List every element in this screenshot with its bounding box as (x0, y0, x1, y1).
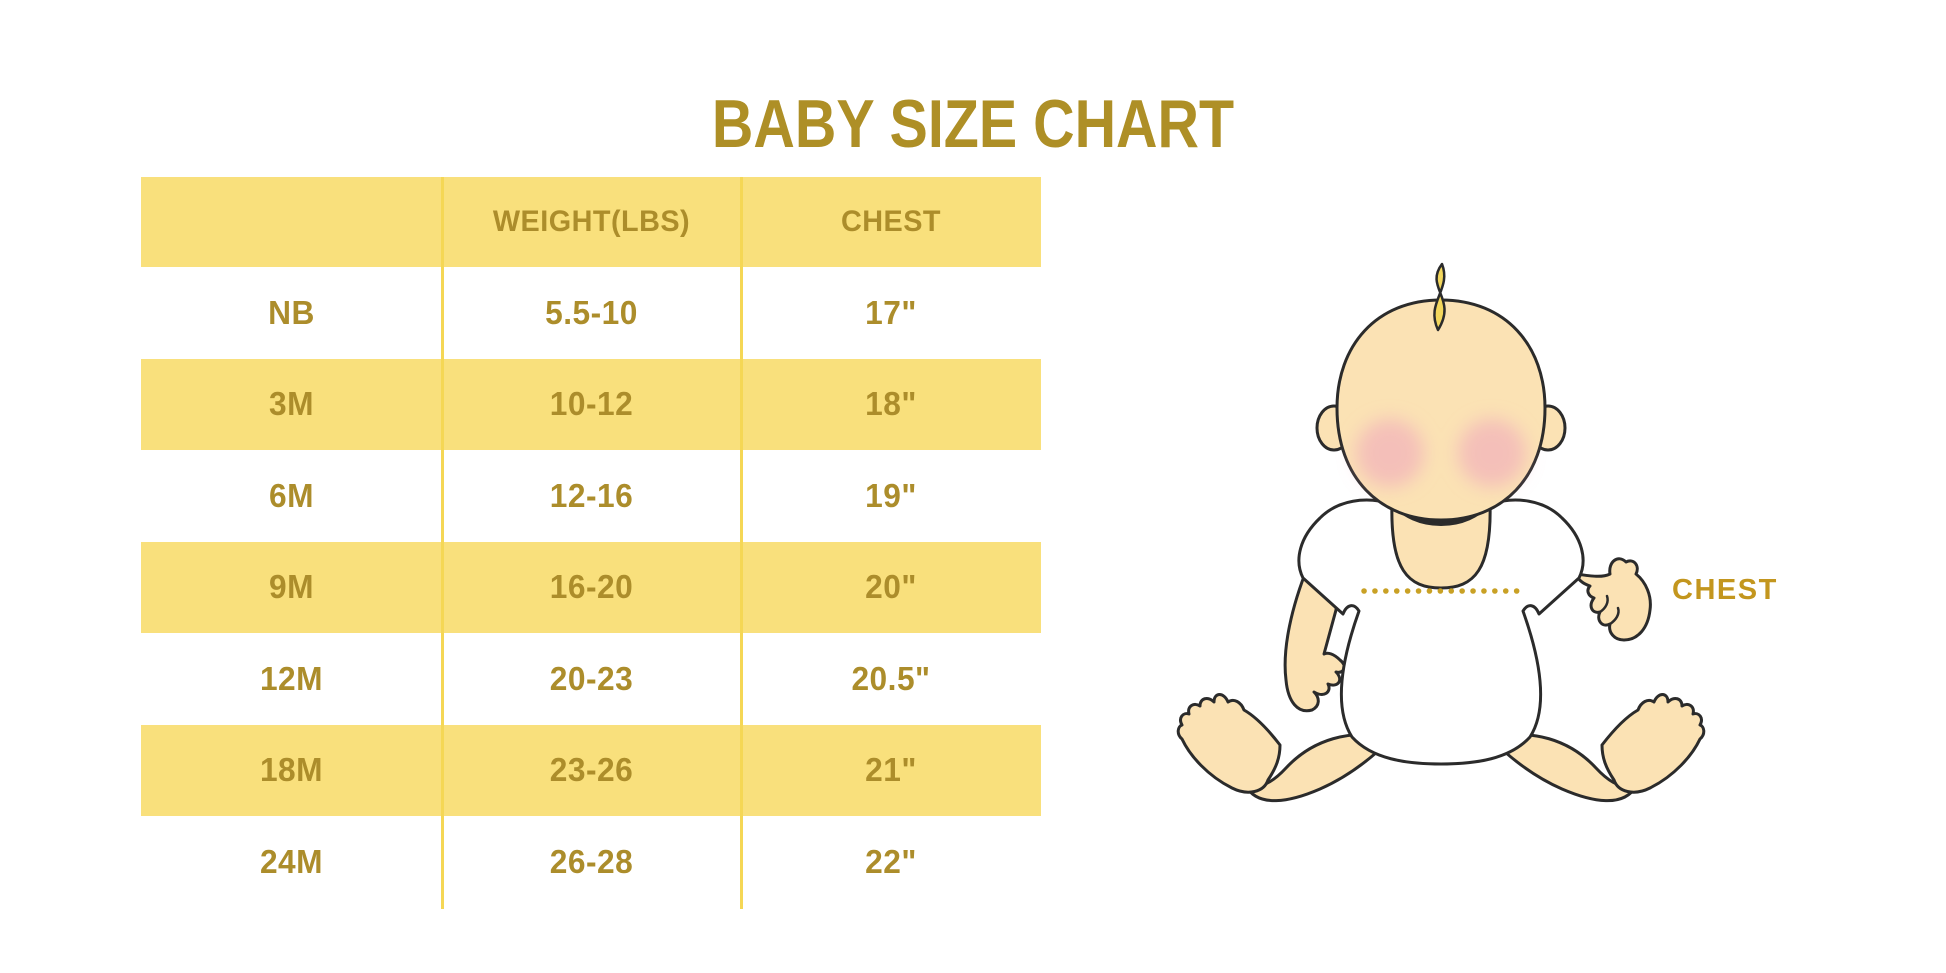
size-cell: 18M (259, 751, 324, 789)
chest-cell: 20" (865, 568, 917, 606)
weight-cell: 5.5-10 (545, 293, 638, 331)
baby-left-foot (1176, 693, 1282, 794)
chest-cell: 21" (865, 751, 917, 789)
weight-cell: 26-28 (549, 842, 634, 880)
weight-cell: 16-20 (549, 568, 634, 606)
chest-cell: 20.5" (851, 659, 931, 697)
size-cell: 12M (259, 659, 324, 697)
table-row: NB 5.5-10 17" (141, 267, 1041, 359)
baby-shirt (1297, 498, 1585, 766)
size-cell: 6M (269, 476, 314, 514)
baby-cheeks (1356, 419, 1526, 487)
baby-head (1335, 298, 1547, 522)
chest-cell: CHEST (840, 205, 942, 238)
baby-hair-curl (1433, 262, 1446, 332)
weight-cell: 10-12 (549, 385, 634, 423)
baby-right-arm-fist (1574, 557, 1652, 642)
size-cell: NB (268, 293, 315, 331)
table-row: 18M 23-26 21" (141, 724, 1041, 816)
chest-cell: 19" (865, 476, 917, 514)
chest-measurement-label: CHEST (1672, 574, 1778, 606)
baby-right-foot (1600, 693, 1706, 794)
weight-cell: WEIGHT(LBS) (492, 205, 691, 238)
weight-cell: 23-26 (549, 751, 634, 789)
chest-cell: 17" (865, 293, 917, 331)
chest-cell: 22" (865, 842, 917, 880)
table-row: 9M 16-20 20" (141, 541, 1041, 633)
size-table: WEIGHT(LBS) CHEST NB 5.5-10 17" 3M 10-12 18" 6M 1… (141, 177, 1041, 909)
weight-cell: 12-16 (549, 476, 634, 514)
baby-neck (1390, 500, 1492, 590)
table-row: 12M 20-23 20.5" (141, 633, 1041, 725)
table-row: 6M 12-16 19" (141, 450, 1041, 542)
chest-cell: 18" (865, 385, 917, 423)
table-row: 3M 10-12 18" (141, 358, 1041, 450)
page-title: BABY SIZE CHART (711, 85, 1235, 162)
column-divider-2 (740, 177, 743, 909)
fist-knuckle-lines (1598, 594, 1620, 626)
size-cell: 9M (269, 568, 314, 606)
table-row: 24M 26-28 22" (141, 816, 1041, 908)
size-cell (147, 177, 436, 267)
weight-cell: 20-23 (549, 659, 634, 697)
baby-illustration (1176, 262, 1706, 803)
size-cell: 24M (259, 842, 324, 880)
size-cell: 3M (269, 385, 314, 423)
table-header-row: WEIGHT(LBS) CHEST (141, 177, 1041, 267)
column-divider-1 (441, 177, 444, 909)
